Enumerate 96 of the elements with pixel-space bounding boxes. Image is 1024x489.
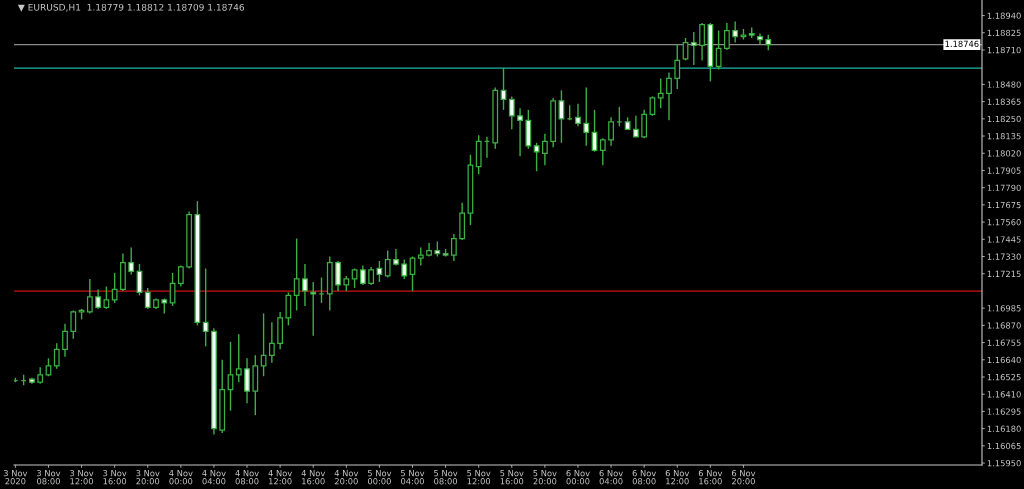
x-tick-label: 5 Nov 16:00: [500, 470, 524, 485]
candlestick: [62, 323, 68, 358]
y-tick-label: 1.17215: [987, 270, 1021, 278]
x-tick-label: 4 Nov 20:00: [334, 470, 359, 485]
candlestick: [235, 333, 242, 383]
x-tick-label: 6 Nov 16:00: [698, 470, 723, 485]
y-tick-label: 1.16640: [987, 356, 1021, 364]
y-tick-label: 1.18020: [987, 150, 1021, 157]
candlestick: [599, 137, 606, 166]
candlestick: [103, 285, 110, 310]
x-tick-label: 5 Nov 04:00: [401, 470, 425, 485]
x-tick-label: 5 Nov 08:00: [434, 470, 458, 485]
x-tick-label: 6 Nov 00:00: [566, 470, 590, 485]
candlestick: [608, 116, 614, 147]
candlestick: [70, 309, 77, 340]
candlestick: [632, 115, 639, 138]
x-tick-label: 5 Nov 20:00: [533, 470, 557, 485]
candlestick: [699, 22, 705, 62]
candlestick: [666, 71, 672, 122]
candlestick: [169, 272, 176, 307]
candlestick: [575, 103, 581, 128]
x-tick-label: 5 Nov 00:00: [367, 470, 392, 485]
candlestick: [244, 357, 250, 404]
candlestick: [674, 43, 681, 90]
y-tick-label: 1.18480: [987, 81, 1021, 88]
candlestick: [401, 258, 408, 280]
y-tick-label: 1.16525: [987, 373, 1021, 381]
x-tick-label: 4 Nov 08:00: [235, 470, 259, 485]
x-tick-label: 4 Nov 12:00: [268, 470, 292, 485]
y-tick-label: 1.16985: [987, 305, 1021, 312]
candlestick: [359, 264, 366, 286]
candlestick: [583, 86, 590, 147]
candlestick: [111, 272, 118, 304]
candlestick: [533, 142, 540, 172]
candlestick: [541, 133, 548, 166]
candlestick: [95, 288, 102, 310]
candlestick: [335, 260, 341, 292]
candlestick: [508, 95, 515, 131]
y-tick-label: 1.16180: [987, 425, 1021, 432]
x-tick-label: 6 Nov 20:00: [731, 470, 756, 485]
x-tick-label: 3 Nov 16:00: [103, 470, 127, 485]
x-tick-label: 6 Nov 04:00: [599, 470, 623, 485]
x-tick-label: 3 Nov 2020: [3, 470, 28, 485]
y-tick-label: 1.16755: [987, 339, 1021, 346]
candlestick: [657, 77, 664, 110]
y-tick-label: 1.18135: [987, 133, 1021, 140]
y-tick-label: 1.16295: [987, 408, 1021, 415]
y-tick-label: 1.18710: [987, 46, 1021, 54]
candlestick: [376, 260, 383, 283]
candlestick: [310, 281, 317, 337]
candlestick: [128, 246, 135, 276]
y-tick-label: 1.18365: [987, 98, 1021, 105]
y-tick-label: 1.17790: [987, 184, 1021, 191]
y-tick-label: 1.15950: [987, 460, 1021, 467]
candlestick: [724, 22, 730, 51]
y-tick-label: 1.18250: [987, 115, 1021, 123]
candlestick: [285, 291, 292, 327]
x-tick-label: 3 Nov 08:00: [37, 470, 61, 485]
x-tick-label: 5 Nov 12:00: [467, 470, 491, 485]
candlestick: [293, 237, 300, 312]
y-tick-label: 1.17560: [987, 219, 1021, 226]
x-tick-label: 4 Nov 16:00: [301, 470, 326, 485]
x-tick-label: 4 Nov 04:00: [202, 470, 226, 485]
y-tick-label: 1.17905: [987, 167, 1021, 174]
y-tick-label: 1.18825: [987, 29, 1021, 37]
candlestick: [260, 312, 267, 377]
chart-title: ▼ EURUSD,H1 1.18779 1.18812 1.18709 1.18746: [17, 3, 245, 12]
candlestick: [144, 287, 151, 310]
x-tick-label: 6 Nov 08:00: [632, 470, 657, 485]
ref-line-label: 1.18746: [945, 40, 979, 48]
candlestick: [202, 267, 209, 348]
candlestick: [450, 233, 457, 262]
candlestick: [690, 31, 697, 66]
x-tick-label: 3 Nov 20:00: [136, 470, 160, 485]
x-tick-label: 4 Nov 00:00: [169, 470, 193, 485]
candlestick: [384, 249, 391, 279]
candlestick: [268, 321, 275, 364]
candlestick: [351, 267, 358, 289]
candlestick: [86, 278, 93, 315]
candlestick: [715, 29, 722, 71]
y-tick-label: 1.16065: [987, 442, 1021, 450]
candlestick: [732, 20, 739, 44]
y-tick-label: 1.17675: [987, 201, 1021, 209]
candlestick: [517, 107, 523, 157]
x-tick-label: 6 Nov 12:00: [665, 470, 690, 485]
candlestick: [302, 263, 308, 307]
y-tick-label: 1.18940: [987, 12, 1021, 19]
candlestick: [53, 342, 60, 370]
y-tick-label: 1.17330: [987, 253, 1021, 260]
y-tick-label: 1.17445: [987, 236, 1021, 243]
candlestick: [393, 248, 399, 267]
candlestick: [641, 109, 648, 139]
y-tick-label: 1.16410: [987, 391, 1021, 398]
x-tick-label: 3 Nov 12:00: [70, 470, 94, 485]
y-tick-label: 1.16870: [987, 322, 1021, 329]
candlestick: [318, 276, 325, 304]
